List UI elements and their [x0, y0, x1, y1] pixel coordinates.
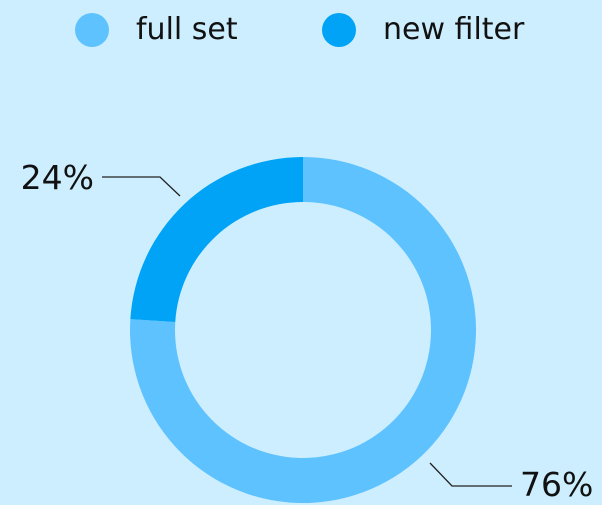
legend-swatch-new-filter — [322, 13, 356, 47]
legend-label-new-filter: new filter — [383, 12, 525, 47]
data-label-full-set: 76% — [520, 465, 593, 504]
leader-line-full-set — [429, 462, 512, 487]
legend-swatch-full-set — [75, 13, 109, 47]
legend-item-full-set[interactable]: full set — [75, 8, 238, 52]
leader-line-new-filter — [102, 176, 181, 197]
donut-slice-new-filter[interactable] — [130, 157, 303, 322]
legend: full set new filter — [0, 8, 602, 52]
legend-label-full-set: full set — [136, 12, 238, 47]
legend-item-new-filter[interactable]: new filter — [322, 8, 524, 52]
data-label-new-filter: 24% — [21, 158, 94, 197]
